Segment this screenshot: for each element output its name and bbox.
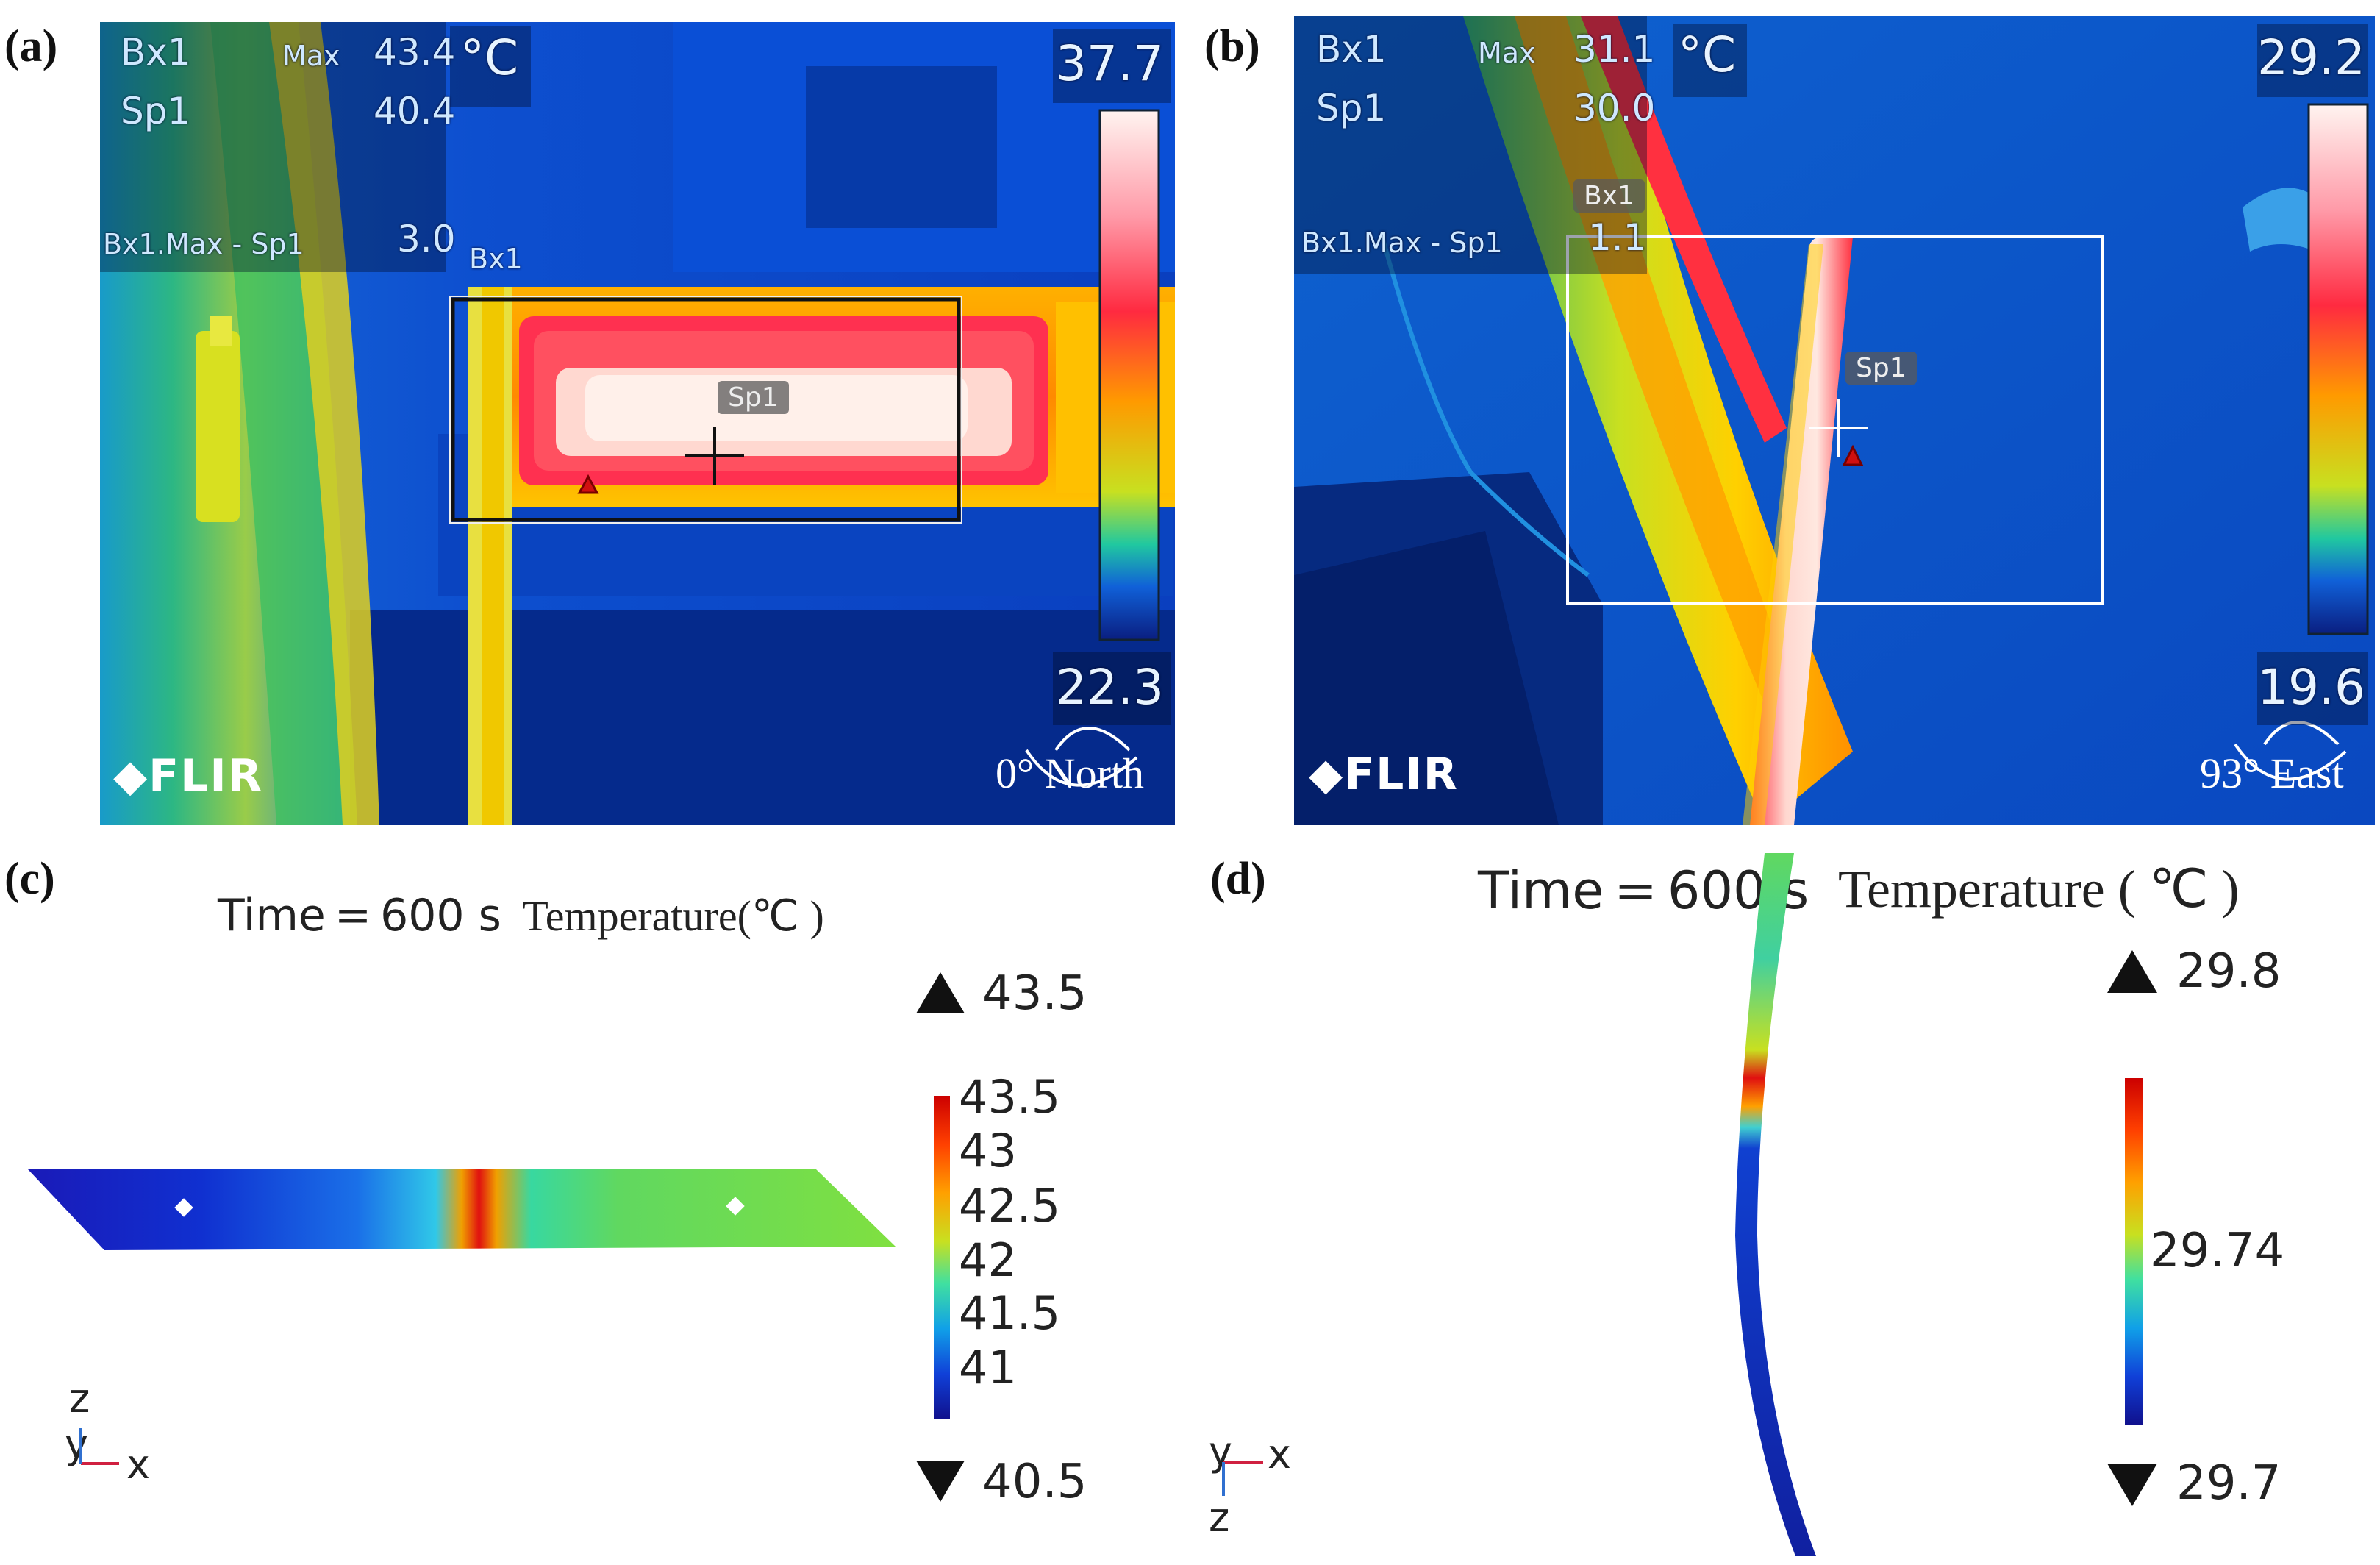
panel-c-temp-label: Temperature(℃ ) bbox=[522, 892, 824, 940]
panel-c-header: Time = 600 s Temperature(℃ ) bbox=[218, 890, 824, 941]
panel-b-flir-logo: ◆FLIR bbox=[1309, 749, 1459, 800]
panel-a-diff-label: Bx1.Max - Sp1 bbox=[103, 228, 304, 260]
panel-a-sp1-value: 40.4 bbox=[374, 90, 456, 132]
panel-c-tick: 42.5 bbox=[959, 1179, 1061, 1233]
panel-a-letter: (a) bbox=[4, 21, 58, 71]
panel-c-max-marker-icon bbox=[916, 972, 965, 1013]
panel-a-flir-logo: ◆FLIR bbox=[113, 750, 263, 802]
panel-a-unit: °C bbox=[460, 29, 519, 86]
panel-c-axis-x: x bbox=[126, 1441, 150, 1488]
panel-b-scale-min: 19.6 bbox=[2257, 659, 2365, 716]
panel-c-min-marker-icon bbox=[916, 1461, 965, 1502]
panel-b-unit-box bbox=[1673, 24, 1747, 97]
panel-d-max-marker: 29.8 bbox=[2176, 944, 2281, 999]
panel-c-axis-triad: z y x bbox=[59, 1375, 169, 1493]
panel-d-temp-label: Temperature ( ℃ ) bbox=[1838, 860, 2240, 919]
panel-c-tick: 41 bbox=[959, 1341, 1017, 1394]
panel-c-axis-z-arrow bbox=[79, 1428, 82, 1464]
panel-a-compass: 0° North bbox=[996, 749, 1145, 797]
panel-a-max-value: 43.4 bbox=[374, 31, 456, 74]
panel-d-min-marker: 29.7 bbox=[2176, 1456, 2281, 1511]
panel-b-scalemax-box bbox=[2257, 24, 2368, 97]
panel-a-bx1-label: Bx1 bbox=[121, 31, 191, 74]
panel-b-box-tag: Bx1 bbox=[1573, 179, 1645, 213]
panel-d-rod-plot bbox=[1735, 853, 1816, 1556]
panel-d-axis-x: x bbox=[1268, 1431, 1291, 1477]
panel-b-max-label: Max bbox=[1478, 37, 1536, 69]
panel-a-scale-max: 37.7 bbox=[1056, 35, 1164, 92]
panel-c-tick: 41.5 bbox=[959, 1286, 1061, 1340]
panel-a-readout-box bbox=[100, 22, 446, 272]
panel-b-sp1-label: Sp1 bbox=[1316, 87, 1387, 129]
panel-d-time: Time = 600 s bbox=[1478, 860, 1809, 921]
panel-d-letter: (d) bbox=[1210, 854, 1266, 904]
panel-c-letter: (c) bbox=[4, 854, 55, 904]
panel-b-sp1-value: 30.0 bbox=[1573, 87, 1656, 129]
panel-b-compass: 93° East bbox=[2200, 749, 2344, 797]
panel-b-max-value: 31.1 bbox=[1573, 28, 1656, 71]
panel-c-min-marker: 40.5 bbox=[982, 1455, 1087, 1509]
panel-b-thermal-image: Bx1 Max 31.1 °C Sp1 30.0 Bx1 Bx1.Max - S… bbox=[1294, 16, 2375, 825]
panel-c-beam-plot bbox=[28, 1169, 896, 1250]
panel-d-axis-y: y bbox=[1209, 1428, 1232, 1475]
panel-d-axis-x-arrow bbox=[1223, 1461, 1263, 1464]
panel-b-diff-value: 1.1 bbox=[1588, 216, 1647, 259]
panel-c-max-marker: 43.5 bbox=[982, 966, 1087, 1021]
panel-d-axis-triad: y x z bbox=[1203, 1428, 1313, 1553]
panel-d-colorbar bbox=[2125, 1078, 2143, 1425]
panel-b-bx1-label: Bx1 bbox=[1316, 28, 1387, 71]
panel-c-axis-z: z bbox=[69, 1375, 90, 1422]
panel-a-flir-text: FLIR bbox=[149, 750, 263, 802]
panel-b-unit: °C bbox=[1678, 26, 1737, 83]
panel-d-axis-z-arrow bbox=[1222, 1462, 1225, 1496]
panel-b-letter: (b) bbox=[1204, 21, 1260, 71]
panel-c-tick: 43.5 bbox=[959, 1070, 1061, 1124]
panel-a-sp1-label: Sp1 bbox=[121, 90, 191, 132]
panel-b-spot-tag: Sp1 bbox=[1845, 352, 1917, 385]
panel-b-scale-max: 29.2 bbox=[2257, 29, 2365, 86]
panel-c-tick: 43 bbox=[959, 1124, 1017, 1177]
panel-c-tick: 42 bbox=[959, 1233, 1017, 1287]
panel-b-flir-text: FLIR bbox=[1344, 749, 1459, 800]
panel-b-readout-box bbox=[1294, 16, 1647, 274]
panel-c-axis-x-arrow bbox=[81, 1462, 119, 1465]
panel-a-diff-value: 3.0 bbox=[397, 218, 456, 260]
panel-d-max-marker-icon bbox=[2107, 950, 2157, 993]
panel-a-spot-tag: Sp1 bbox=[718, 381, 789, 414]
panel-c-colorbar bbox=[934, 1096, 950, 1419]
panel-c-axis-y: y bbox=[65, 1421, 88, 1467]
panel-a-unit-box bbox=[450, 26, 531, 107]
panel-a-scalemax-box bbox=[1053, 29, 1171, 103]
panel-d-min-marker-icon bbox=[2107, 1464, 2157, 1506]
panel-b-diff-label: Bx1.Max - Sp1 bbox=[1301, 227, 1503, 259]
panel-a-thermal-image: Bx1 Max 43.4 °C Sp1 40.4 Bx1.Max - Sp1 3… bbox=[100, 22, 1175, 825]
panel-d-axis-z: z bbox=[1209, 1494, 1230, 1541]
panel-a-scale-min: 22.3 bbox=[1056, 659, 1164, 716]
panel-d-tick: 29.74 bbox=[2150, 1224, 2285, 1278]
panel-c-time: Time = 600 s bbox=[218, 890, 501, 941]
panel-b-scalemin-box bbox=[2257, 652, 2368, 725]
panel-a-box-tag: Bx1 bbox=[469, 243, 523, 275]
panel-a-max-label: Max bbox=[282, 40, 340, 72]
panel-a-scalemin-box bbox=[1053, 652, 1171, 725]
